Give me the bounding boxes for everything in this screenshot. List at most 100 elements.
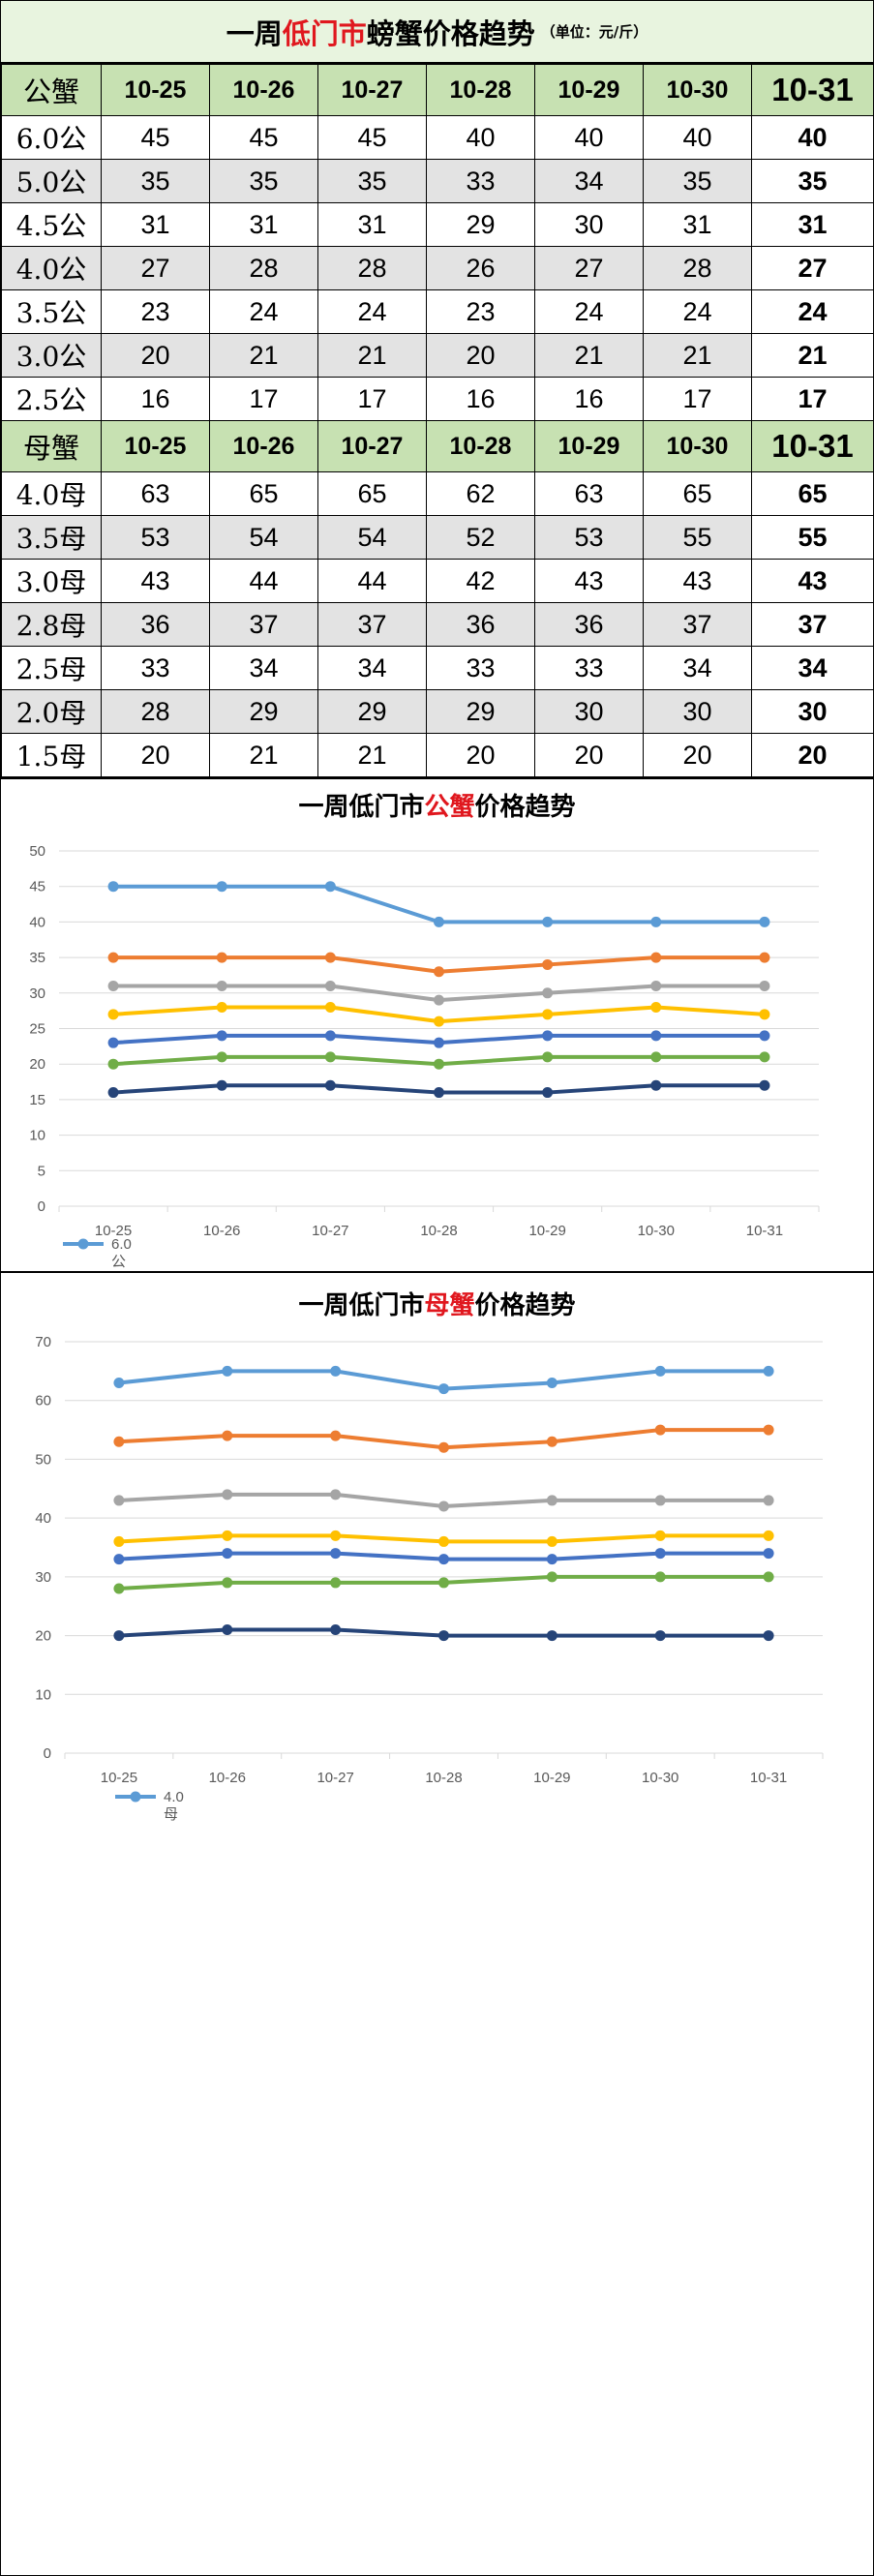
chart-legend: 6.0公5.0 [63,1236,132,1270]
data-point [324,1001,336,1013]
price-cell: 27 [101,246,210,290]
price-cell: 35 [751,159,874,203]
data-point [216,952,227,963]
date-header: 10-26 [209,64,318,116]
price-cell: 21 [643,333,752,378]
row-label: 3.0母 [1,559,102,603]
table-row: 4.0母 63 65 65 62 63 65 65 [1,471,874,516]
price-cell: 35 [643,159,752,203]
data-point [434,966,444,978]
data-point [330,1365,342,1377]
data-point [324,1051,336,1063]
row-label: 2.5公 [1,377,102,421]
data-point [434,994,444,1006]
price-cell: 24 [751,289,874,334]
y-tick-label: 30 [35,1569,51,1586]
data-point [763,1630,774,1642]
price-cell: 20 [426,333,535,378]
data-point [324,1079,336,1091]
price-cell: 28 [317,246,427,290]
y-tick-label: 5 [38,1163,45,1179]
price-cell: 45 [209,115,318,160]
data-point [107,1037,119,1048]
data-point [542,1051,554,1063]
price-cell: 28 [643,246,752,290]
price-cell: 37 [317,602,427,647]
data-point [216,1001,227,1013]
price-cell: 34 [534,159,644,203]
date-header: 10-26 [209,420,318,472]
data-point [222,1577,233,1589]
price-cell: 35 [209,159,318,203]
data-point [434,1087,444,1099]
row-label: 4.0母 [1,471,102,516]
table-row: 3.0母 43 44 44 42 43 43 43 [1,559,874,603]
data-point [759,1030,770,1042]
price-cell: 65 [751,471,874,516]
series-line-1 [113,884,765,924]
data-point [434,1015,444,1027]
chart-legend: 4.0母3.5 [115,1789,184,1822]
price-cell: 30 [751,689,874,734]
price-cell: 55 [751,515,874,560]
table-unit: （单位：元/斤） [540,23,648,41]
date-header: 10-28 [426,420,535,472]
data-point [330,1624,342,1635]
data-point [330,1430,342,1441]
data-point [759,952,770,963]
x-tick-label: 10-27 [316,1770,353,1786]
price-cell: 54 [209,515,318,560]
price-cell: 63 [534,471,644,516]
table-row: 2.8母 36 37 37 36 36 37 37 [1,602,874,647]
data-point [650,916,662,927]
price-cell: 20 [534,733,644,777]
x-tick-label: 10-30 [638,1223,675,1239]
female-header-row: 母蟹 10-25 10-26 10-27 10-28 10-29 10-30 10-31 [1,420,874,472]
price-cell: 28 [101,689,210,734]
y-tick-label: 70 [35,1334,51,1350]
price-cell: 21 [317,333,427,378]
data-point [330,1548,342,1560]
price-cell: 53 [534,515,644,560]
y-tick-label: 0 [44,1745,51,1762]
price-cell: 24 [209,289,318,334]
data-point [654,1424,666,1436]
data-point [107,1009,119,1020]
price-cell: 34 [751,646,874,690]
price-cell: 40 [643,115,752,160]
price-cell: 28 [209,246,318,290]
y-tick-label: 45 [29,879,45,895]
price-cell: 43 [751,559,874,603]
data-point [222,1624,233,1635]
data-point [650,1001,662,1013]
price-cell: 23 [426,289,535,334]
legend-marker [77,1238,89,1250]
price-cell: 29 [426,202,535,247]
data-point [759,1079,770,1091]
price-cell: 21 [317,733,427,777]
price-cell: 43 [101,559,210,603]
data-point [546,1378,558,1388]
legend-marker [130,1791,141,1803]
x-tick-label: 10-26 [203,1223,240,1239]
data-point [107,1087,119,1099]
chart-title-pre: 一周低门市 [298,1290,424,1320]
price-cell: 37 [751,602,874,647]
table-row: 2.5公 16 17 17 16 16 17 17 [1,377,874,421]
y-tick-label: 10 [29,1128,45,1144]
data-point [438,1441,449,1453]
price-cell: 34 [317,646,427,690]
data-point [759,980,770,991]
data-point [759,916,770,927]
table-row: 3.5母 53 54 54 52 53 55 55 [1,515,874,560]
date-header: 10-25 [101,420,210,472]
data-point [763,1548,774,1560]
data-point [113,1378,125,1388]
data-point [330,1489,342,1500]
chart-svg: 一周低门市母蟹价格趋势 0 10 20 30 40 50 60 70 10-25 10-26 10-2… [35,1290,824,1822]
price-cell: 36 [426,602,535,647]
price-cell: 36 [534,602,644,647]
x-tick-label: 10-29 [533,1770,570,1786]
data-point [650,980,662,991]
price-cell: 43 [534,559,644,603]
